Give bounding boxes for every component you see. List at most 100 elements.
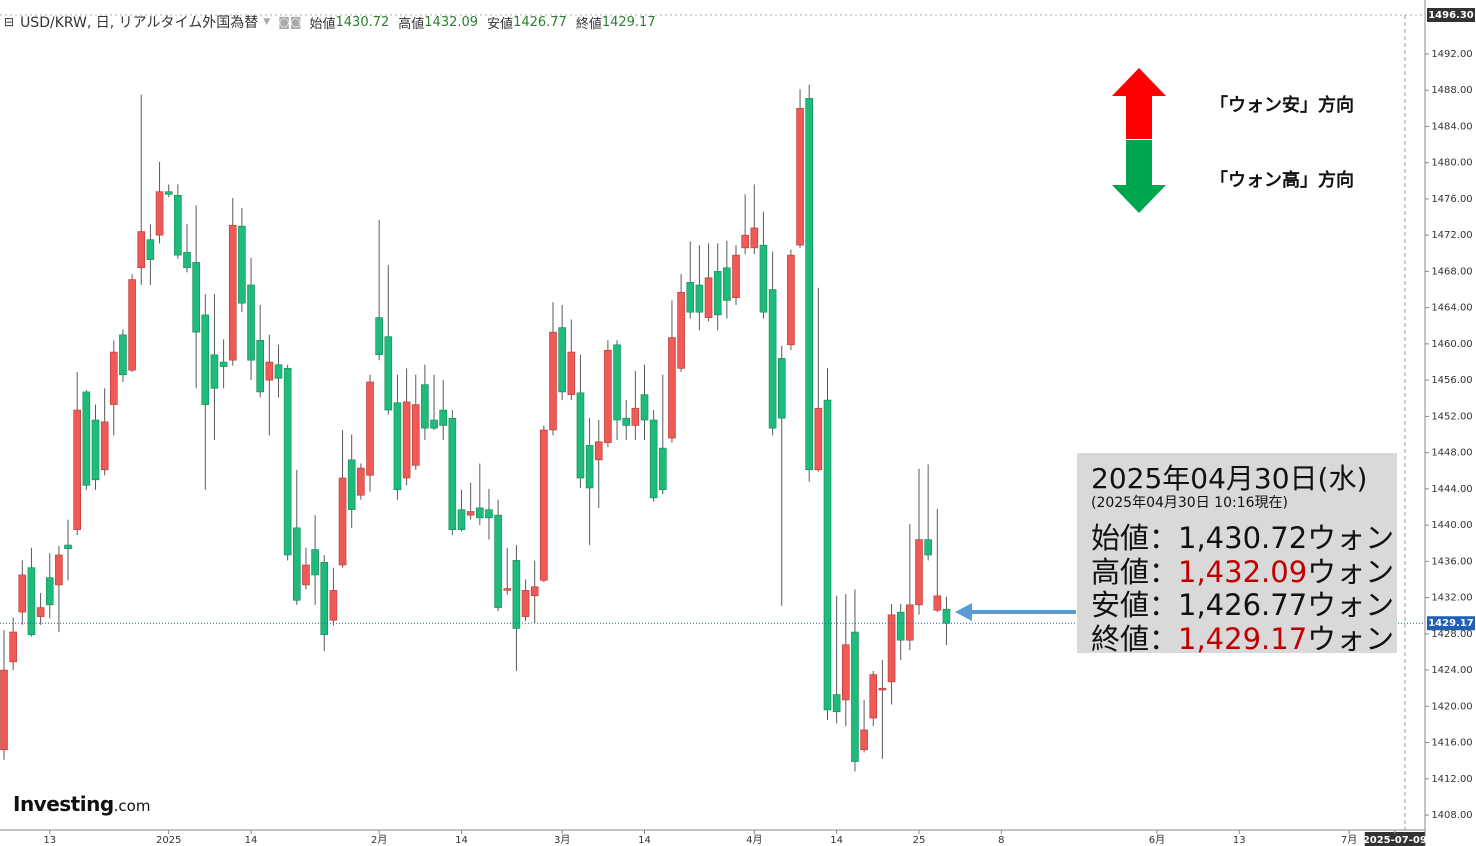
top-price-label: 1496.30 <box>1428 10 1474 21</box>
logo: Investing.com <box>13 792 150 816</box>
candle-body <box>594 441 603 461</box>
x-tick-label: 3月 <box>554 834 570 846</box>
candle-body <box>119 334 127 376</box>
last-price-label: 1429.17 <box>1428 618 1474 629</box>
y-tick-label: 1420.00 <box>1431 701 1472 712</box>
candle-body <box>393 402 402 491</box>
candle-body <box>36 607 45 617</box>
candle-body <box>604 349 612 443</box>
candle-body <box>192 262 200 333</box>
x-tick-label: 4月 <box>746 834 762 846</box>
candle-body <box>576 392 585 479</box>
y-tick-label: 1412.00 <box>1431 774 1472 785</box>
x-tick-label: 25 <box>913 835 926 846</box>
candle-body <box>741 234 749 249</box>
info-row-value: 1,432.09 <box>1178 554 1308 589</box>
up-direction-text: 「ウォン安」方向 <box>1210 95 1354 116</box>
candle-body <box>238 225 246 304</box>
symbol-title: USD/KRW, 日, リアルタイム外国為替 <box>20 15 259 31</box>
candle-body <box>933 595 942 611</box>
info-box: 2025年04月30日(水) (2025年04月30日 10:16現在) 始値：… <box>1077 453 1397 656</box>
candle-body <box>777 358 786 419</box>
candle-body <box>411 404 420 466</box>
date-label-box <box>1364 832 1425 846</box>
high-value: 1432.09 <box>424 14 479 30</box>
settings-icons[interactable]: ◙◙ <box>278 15 302 29</box>
y-tick-label: 1424.00 <box>1431 665 1472 676</box>
info-row-unit: ウォン <box>1307 588 1395 622</box>
y-tick-label: 1456.00 <box>1431 375 1472 386</box>
low-value: 1426.77 <box>513 14 567 30</box>
candle-body <box>942 608 951 624</box>
close-value: 1429.17 <box>601 14 656 30</box>
x-tick-label: 14 <box>245 835 258 846</box>
candle-body <box>622 417 631 426</box>
candle-body <box>878 687 887 691</box>
open-value: 1430.72 <box>335 14 390 30</box>
candle-body <box>695 284 704 313</box>
x-tick-label: 13 <box>1233 835 1246 846</box>
info-row: 高値：1,432.09ウォン <box>1091 549 1394 591</box>
candle-body <box>540 429 548 581</box>
down-arrow <box>1112 140 1166 213</box>
candle-body <box>475 507 484 519</box>
candle-body <box>896 611 905 641</box>
candle-body <box>924 539 932 556</box>
y-tick-label: 1436.00 <box>1431 556 1472 567</box>
candle-body <box>201 314 210 405</box>
candle-body <box>814 407 823 471</box>
dropdown-icon[interactable]: ▼ <box>263 17 271 27</box>
candle-body <box>347 459 356 511</box>
x-tick-label: 2025 <box>156 835 181 846</box>
y-tick-label: 1464.00 <box>1431 303 1472 314</box>
candle-body <box>64 544 72 549</box>
y-tick-label: 1480.00 <box>1431 158 1472 169</box>
candle-body <box>27 567 36 636</box>
candle-body <box>466 511 475 516</box>
candle-body <box>430 419 438 429</box>
info-row-value: 1,426.77 <box>1178 588 1308 622</box>
candle-body <box>768 289 777 429</box>
x-tick-label: 14 <box>638 835 651 846</box>
info-date: 2025年04月30日(水) <box>1091 462 1368 495</box>
candle-body <box>366 381 374 476</box>
logo-suffix: .com <box>113 797 151 815</box>
info-row-value: 1,430.72 <box>1178 521 1308 555</box>
y-tick-label: 1428.00 <box>1431 629 1472 640</box>
candle-body <box>402 401 411 479</box>
candle-body <box>338 477 347 566</box>
info-row-name: 終値： <box>1091 621 1179 656</box>
top-price-box <box>1427 8 1475 22</box>
candle-body <box>82 391 91 486</box>
info-row-unit: ウォン <box>1307 554 1395 589</box>
candle-body <box>247 284 255 361</box>
candle-body <box>18 574 27 613</box>
candle-body <box>265 361 274 381</box>
candle-body <box>210 354 219 389</box>
candle-body <box>110 351 118 405</box>
candle-body <box>357 467 365 496</box>
y-tick-label: 1448.00 <box>1431 448 1472 459</box>
open-label: 始値 <box>309 16 336 32</box>
candle-body <box>558 327 566 393</box>
down-direction-text: 「ウォン高」方向 <box>1210 170 1354 191</box>
candle-body <box>658 447 667 491</box>
info-row: 安値：1,426.77ウォン <box>1091 582 1394 624</box>
candle-body <box>796 108 804 246</box>
high-label: 高値 <box>398 16 425 32</box>
candle-body <box>567 351 576 395</box>
collapse-icon[interactable]: ⊟ <box>4 15 15 29</box>
candle-body <box>183 252 191 269</box>
candle-body <box>512 560 521 629</box>
candle-body <box>485 509 493 519</box>
candle-body <box>137 231 146 269</box>
candle-body <box>841 644 850 701</box>
candle-body <box>128 279 136 371</box>
info-row: 始値：1,430.72ウォン <box>1091 515 1394 557</box>
info-row: 終値：1,429.17ウォン <box>1091 616 1394 658</box>
candle-body <box>723 267 731 301</box>
candle-body <box>521 590 530 617</box>
candle-body <box>45 577 54 606</box>
candle-body <box>283 368 292 556</box>
